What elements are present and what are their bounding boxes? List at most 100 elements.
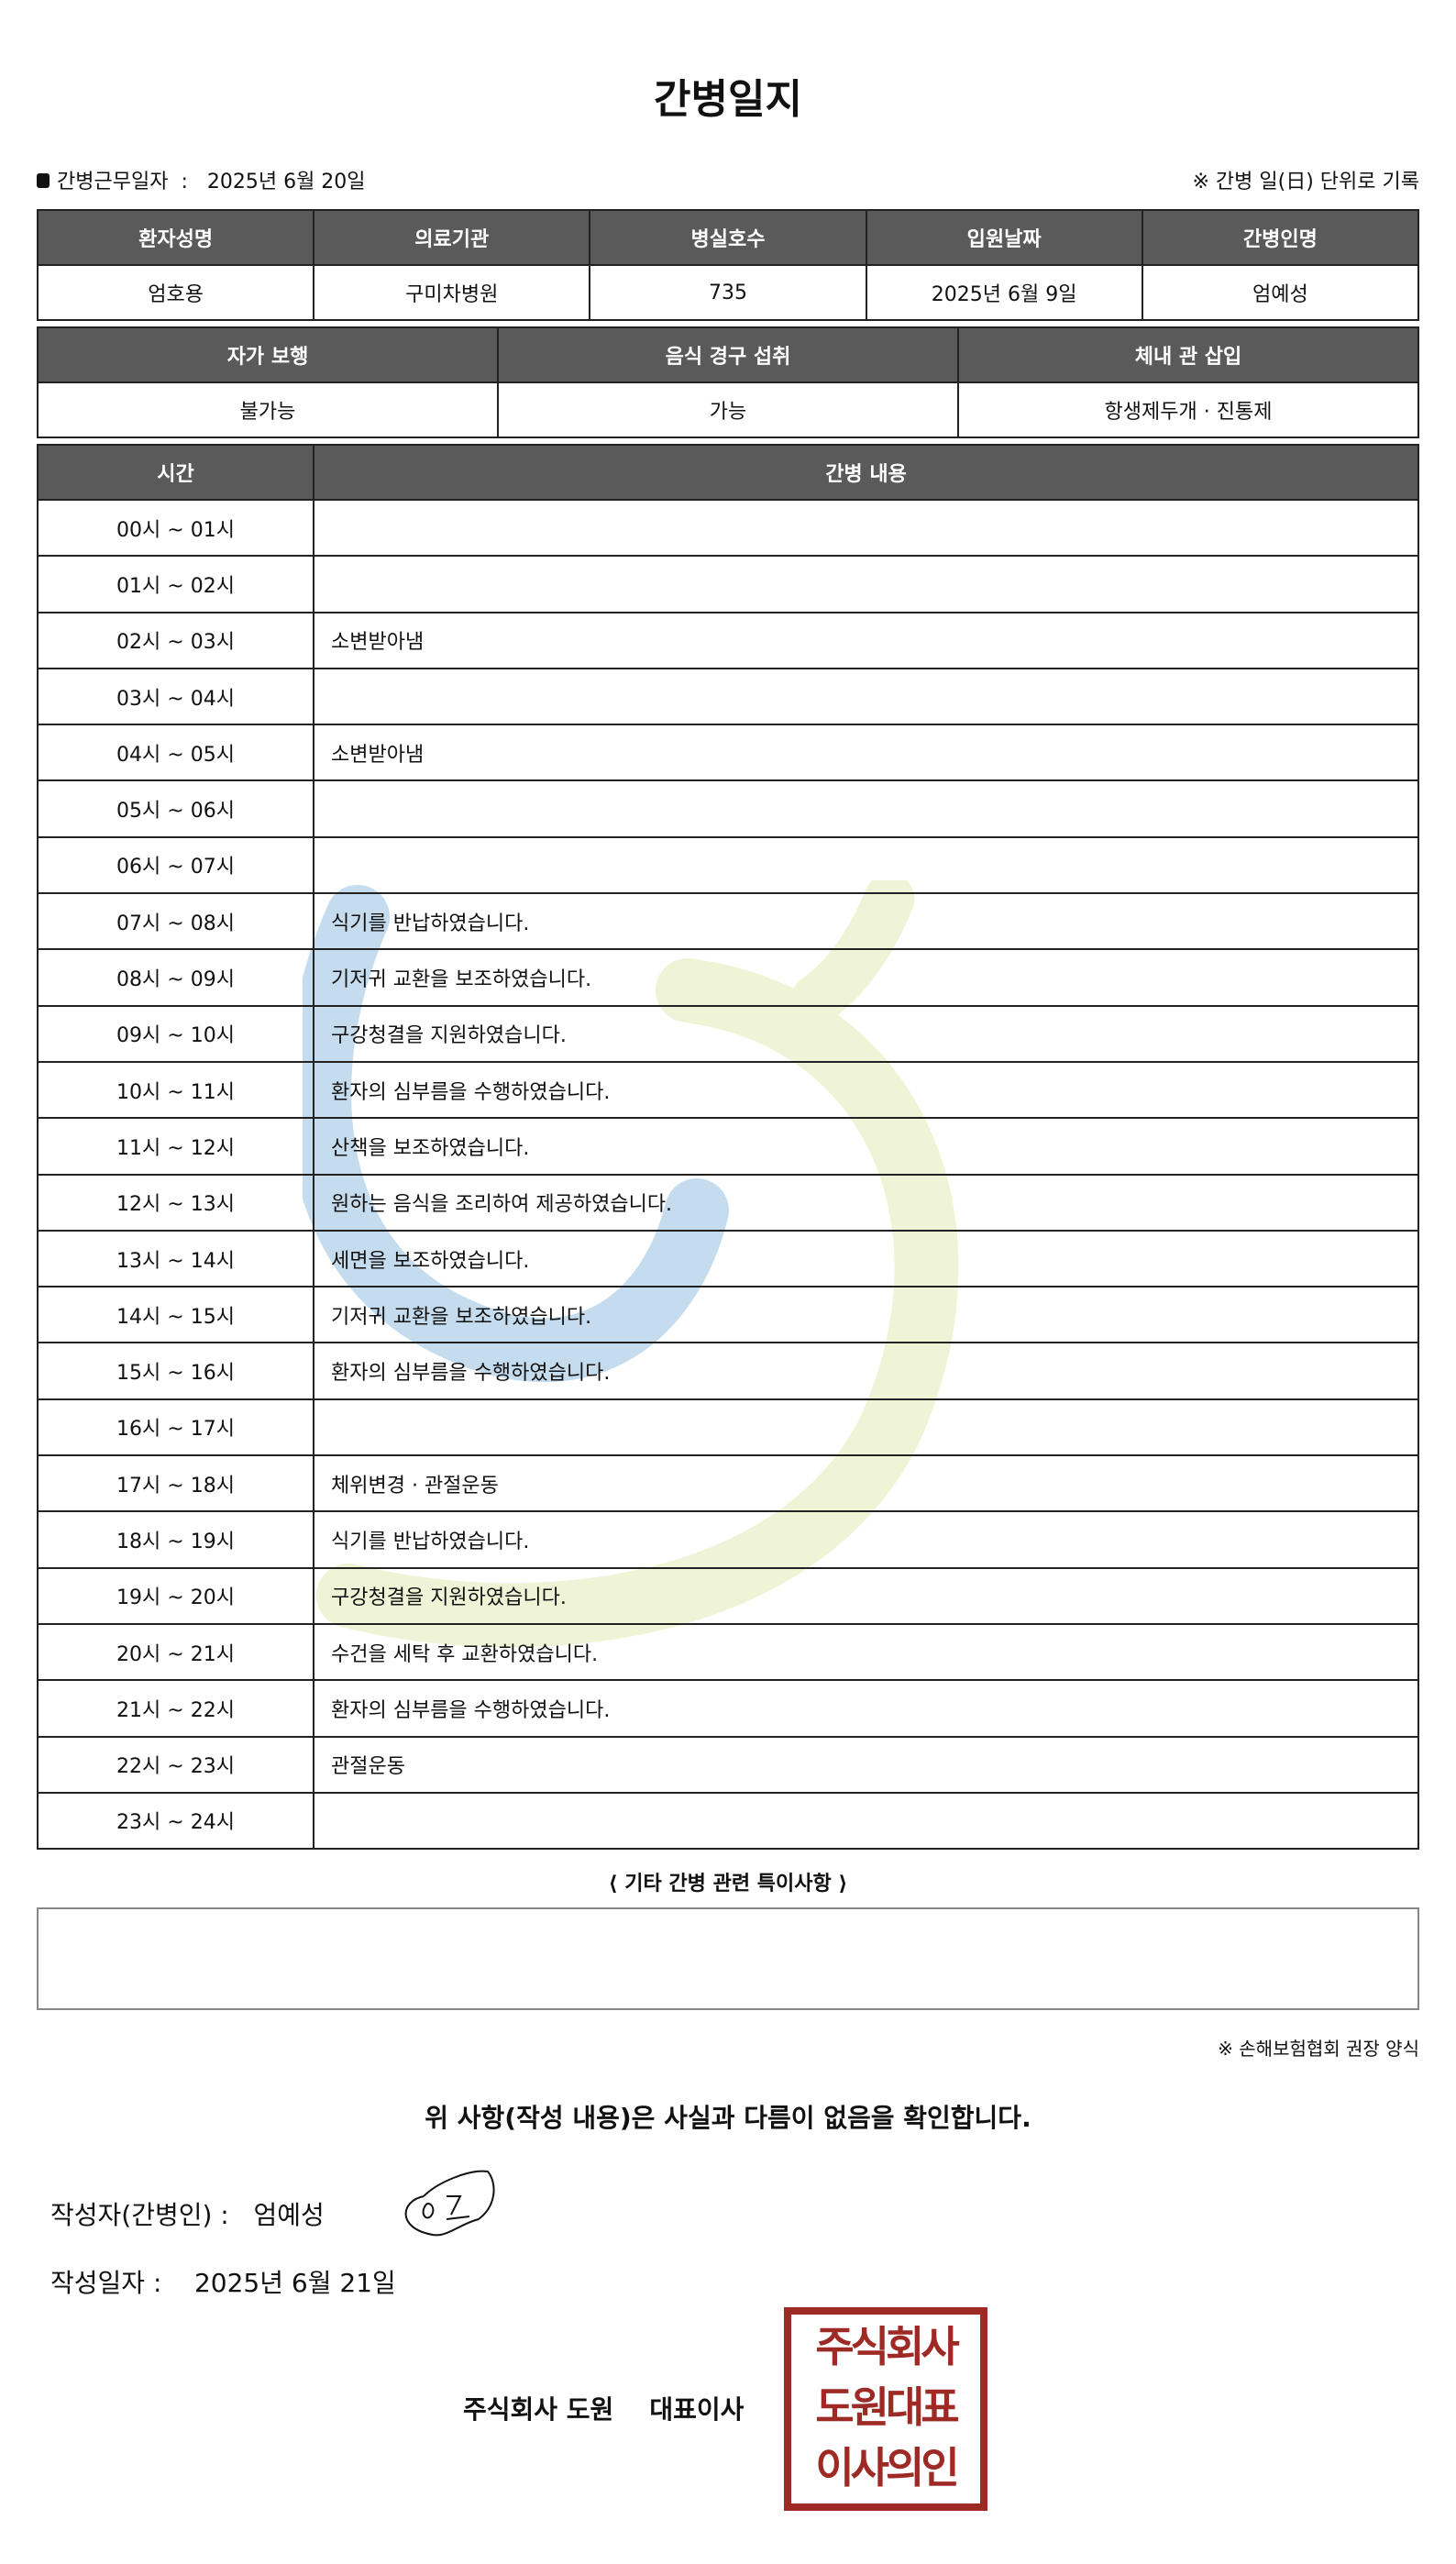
log-row: 03시 ~ 04시 bbox=[37, 667, 1419, 726]
content-cell: 관절운동 bbox=[313, 1735, 1419, 1794]
time-cell: 20시 ~ 21시 bbox=[37, 1622, 314, 1682]
time-cell: 15시 ~ 16시 bbox=[37, 1342, 314, 1400]
header-cell: 음식 경구 섭취 bbox=[497, 326, 959, 383]
patient-status-table: 자가 보행 음식 경구 섭취 체내 관 삽입 불가능 가능 항생제두개 · 진통제 bbox=[37, 326, 1419, 438]
time-cell: 10시 ~ 11시 bbox=[37, 1060, 314, 1120]
value-cell: 2025년 6월 9일 bbox=[865, 264, 1143, 321]
content-cell: 소변받아냄 bbox=[313, 724, 1419, 782]
log-row: 12시 ~ 13시 원하는 음식을 조리하여 제공하였습니다. bbox=[37, 1173, 1419, 1232]
writer-label: 작성자(간병인) : bbox=[50, 2200, 229, 2230]
header-cell: 체내 관 삽입 bbox=[957, 326, 1419, 383]
log-row: 19시 ~ 20시 구강청결을 지원하였습니다. bbox=[37, 1566, 1419, 1625]
time-cell: 17시 ~ 18시 bbox=[37, 1454, 314, 1513]
work-date-value: 2025년 6월 20일 bbox=[206, 171, 366, 193]
record-note: ※ 간병 일(日) 단위로 기록 bbox=[1192, 171, 1420, 193]
content-cell: 환자의 심부름을 수행하였습니다. bbox=[313, 1679, 1419, 1738]
value-cell: 735 bbox=[589, 264, 867, 321]
written-date-label: 작성일자 : bbox=[50, 2268, 162, 2298]
header-cell: 자가 보행 bbox=[37, 326, 499, 383]
time-cell: 00시 ~ 01시 bbox=[37, 498, 314, 558]
log-row: 21시 ~ 22시 환자의 심부름을 수행하였습니다. bbox=[37, 1679, 1419, 1738]
written-date-value: 2025년 6월 21일 bbox=[193, 2268, 396, 2298]
header-cell: 간병인명 bbox=[1141, 209, 1420, 266]
header-cell: 의료기관 bbox=[313, 209, 591, 266]
work-date-label: 간병근무일자 bbox=[57, 171, 169, 193]
signature bbox=[404, 2170, 495, 2237]
content-cell bbox=[313, 1398, 1419, 1457]
header-cell: 입원날짜 bbox=[865, 209, 1143, 266]
time-cell: 14시 ~ 15시 bbox=[37, 1286, 314, 1344]
log-row: 08시 ~ 09시 기저귀 교환을 보조하였습니다. bbox=[37, 948, 1419, 1007]
writer-name: 엄예성 bbox=[253, 2200, 325, 2230]
log-row: 14시 ~ 15시 기저귀 교환을 보조하였습니다. bbox=[37, 1286, 1419, 1344]
page-title: 간병일지 bbox=[654, 76, 802, 123]
company-line: 주식회사 도원 대표이사 bbox=[463, 2390, 744, 2426]
value-cell: 구미차병원 bbox=[313, 264, 591, 321]
log-row: 02시 ~ 03시 소변받아냄 bbox=[37, 611, 1419, 669]
content-cell: 식기를 반납하였습니다. bbox=[313, 892, 1419, 951]
content-cell: 환자의 심부름을 수행하였습니다. bbox=[313, 1342, 1419, 1400]
log-row: 23시 ~ 24시 bbox=[37, 1791, 1419, 1851]
log-row: 15시 ~ 16시 환자의 심부름을 수행하였습니다. bbox=[37, 1342, 1419, 1400]
content-cell bbox=[313, 1791, 1419, 1851]
log-row: 06시 ~ 07시 bbox=[37, 835, 1419, 895]
form-note: ※ 손해보험협회 권장 양식 bbox=[1218, 2038, 1419, 2060]
log-row: 16시 ~ 17시 bbox=[37, 1398, 1419, 1457]
content-cell bbox=[313, 555, 1419, 613]
time-cell: 04시 ~ 05시 bbox=[37, 724, 314, 782]
log-row: 11시 ~ 12시 산책을 보조하였습니다. bbox=[37, 1117, 1419, 1176]
header-time: 시간 bbox=[37, 444, 314, 501]
sep: : bbox=[181, 171, 188, 193]
time-cell: 02시 ~ 03시 bbox=[37, 611, 314, 669]
care-log-table: 시간 간병 내용 00시 ~ 01시 01시 ~ 02시 02시 ~ 03시 소변받아냄… bbox=[37, 444, 1419, 1851]
content-cell: 수건을 세탁 후 교환하였습니다. bbox=[313, 1622, 1419, 1682]
header-cell: 환자성명 bbox=[36, 209, 315, 266]
log-row: 18시 ~ 19시 식기를 반납하였습니다. bbox=[37, 1510, 1419, 1569]
time-cell: 19시 ~ 20시 bbox=[37, 1566, 314, 1625]
bullet-icon bbox=[37, 173, 50, 188]
log-row: 20시 ~ 21시 수건을 세탁 후 교환하였습니다. bbox=[37, 1622, 1419, 1682]
value-cell: 항생제두개 · 진통제 bbox=[957, 381, 1419, 438]
log-row: 05시 ~ 06시 bbox=[37, 779, 1419, 838]
time-cell: 11시 ~ 12시 bbox=[37, 1117, 314, 1176]
time-cell: 05시 ~ 06시 bbox=[37, 779, 314, 838]
time-cell: 21시 ~ 22시 bbox=[37, 1679, 314, 1738]
time-cell: 01시 ~ 02시 bbox=[37, 555, 314, 613]
header-cell: 병실호수 bbox=[589, 209, 867, 266]
time-cell: 22시 ~ 23시 bbox=[37, 1735, 314, 1794]
time-cell: 13시 ~ 14시 bbox=[37, 1229, 314, 1288]
stamp-line: 주식회사 bbox=[815, 2322, 959, 2371]
log-row: 17시 ~ 18시 체위변경 · 관절운동 bbox=[37, 1454, 1419, 1513]
log-row: 22시 ~ 23시 관절운동 bbox=[37, 1735, 1419, 1794]
content-cell: 구강청결을 지원하였습니다. bbox=[313, 1566, 1419, 1625]
content-cell: 기저귀 교환을 보조하였습니다. bbox=[313, 1286, 1419, 1344]
patient-info-table: 환자성명 의료기관 병실호수 입원날짜 간병인명 엄호용 구미차병원 735 2025년 6월… bbox=[36, 209, 1420, 321]
time-cell: 06시 ~ 07시 bbox=[37, 835, 314, 895]
content-cell: 체위변경 · 관절운동 bbox=[313, 1454, 1419, 1513]
content-cell: 구강청결을 지원하였습니다. bbox=[313, 1004, 1419, 1063]
value-cell: 엄호용 bbox=[36, 264, 315, 321]
time-cell: 18시 ~ 19시 bbox=[37, 1510, 314, 1569]
content-cell: 산책을 보조하였습니다. bbox=[313, 1117, 1419, 1176]
confirm-statement: 위 사항(작성 내용)은 사실과 다름이 없음을 확인합니다. bbox=[425, 2103, 1031, 2133]
value-cell: 불가능 bbox=[37, 381, 499, 438]
company-name: 주식회사 도원 bbox=[463, 2394, 614, 2425]
content-cell bbox=[313, 779, 1419, 838]
time-cell: 12시 ~ 13시 bbox=[37, 1173, 314, 1232]
time-cell: 09시 ~ 10시 bbox=[37, 1004, 314, 1063]
log-row: 07시 ~ 08시 식기를 반납하였습니다. bbox=[37, 892, 1419, 951]
work-date: 간병근무일자 : 2025년 6월 20일 bbox=[37, 165, 366, 194]
content-cell: 기저귀 교환을 보조하였습니다. bbox=[313, 948, 1419, 1007]
log-row: 10시 ~ 11시 환자의 심부름을 수행하였습니다. bbox=[37, 1060, 1419, 1120]
value-cell: 엄예성 bbox=[1141, 264, 1420, 321]
time-cell: 16시 ~ 17시 bbox=[37, 1398, 314, 1457]
stamp-line: 도원대표 bbox=[815, 2382, 959, 2432]
content-cell: 식기를 반납하였습니다. bbox=[313, 1510, 1419, 1569]
stamp-line: 이사의인 bbox=[815, 2443, 959, 2492]
content-cell bbox=[313, 667, 1419, 726]
log-row: 01시 ~ 02시 bbox=[37, 555, 1419, 613]
time-cell: 23시 ~ 24시 bbox=[37, 1791, 314, 1851]
time-cell: 07시 ~ 08시 bbox=[37, 892, 314, 951]
writer-line: 작성자(간병인) : 엄예성 bbox=[50, 2195, 325, 2232]
